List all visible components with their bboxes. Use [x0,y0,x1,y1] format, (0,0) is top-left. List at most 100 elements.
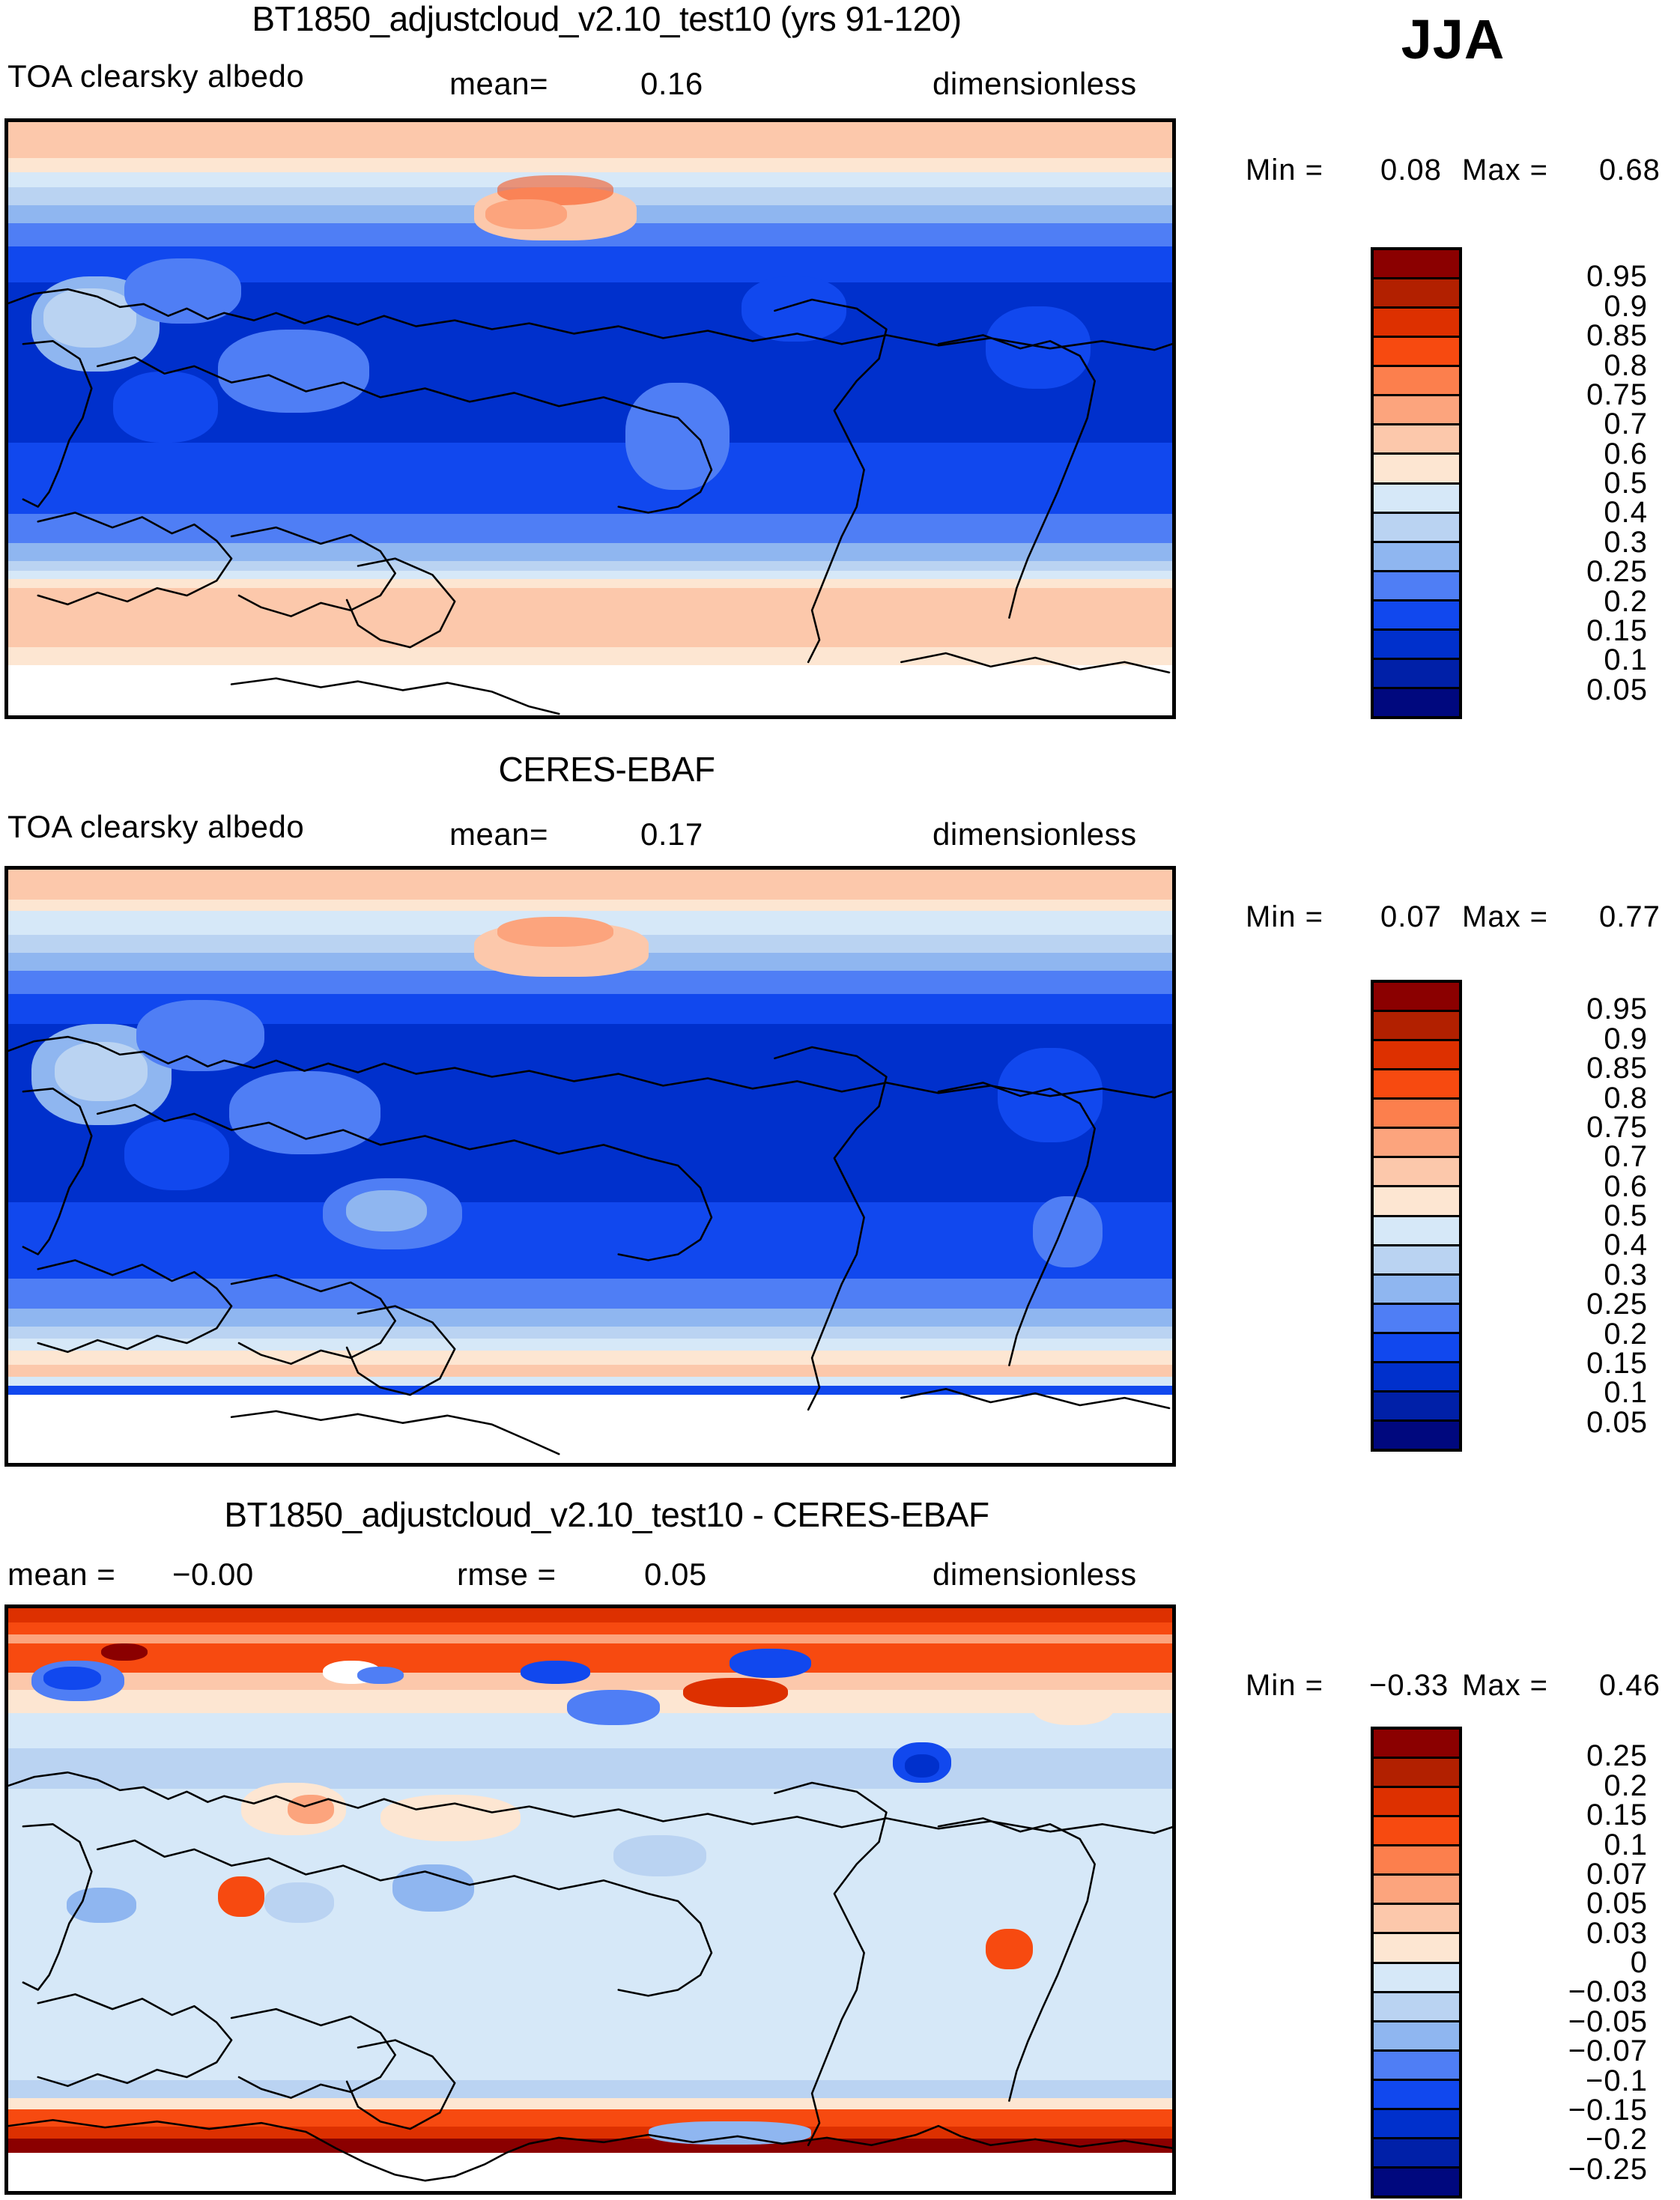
panel-3-units: dimensionless [933,1557,1137,1592]
panel-3-stat2-label: rmse = [457,1557,557,1592]
panel-2-max-label: Max = [1462,900,1549,933]
colorbar-tick-label: 0.3 [1604,1258,1648,1291]
panel-2-max-value: 0.77 [1599,900,1661,933]
colorbar-cell [1374,309,1459,339]
colorbar-tick-label: −0.15 [1568,2093,1648,2127]
map-panel-difference[interactable] [4,1604,1176,2195]
panel-3-min-value: −0.33 [1369,1669,1449,1702]
coastline-overlay-model [8,288,1172,715]
colorbar-tick-label: 0.9 [1604,289,1648,323]
colorbar-cell [1374,659,1459,689]
panel-3-min-label: Min = [1246,1669,1323,1702]
colorbar-tick-label: 0 [1630,1946,1648,1979]
map-panel-obs[interactable] [4,866,1176,1467]
colorbar-tick-label: 0.15 [1586,1346,1648,1380]
colorbar-tick-label: 0.5 [1604,1199,1648,1232]
colorbar-cell [1374,367,1459,397]
colorbar-tick-label: 0.25 [1586,555,1648,589]
colorbar-cell [1374,983,1459,1013]
colorbar-cell [1374,455,1459,485]
colorbar-tick-label: 0.6 [1604,1169,1648,1203]
coastline-overlay-difference [8,1771,1172,2182]
panel-3-max-label: Max = [1462,1669,1549,1702]
panel-1-variable: TOA clearsky albedo [7,58,305,94]
colorbar-cell [1374,513,1459,543]
colorbar-tick-label: 0.85 [1586,319,1648,353]
colorbar-cell [1374,2139,1459,2169]
colorbar-cell [1374,396,1459,426]
colorbar-cell [1374,1993,1459,2022]
colorbar-strip-difference [1371,1727,1462,2199]
colorbar-strip-obs [1371,980,1462,1452]
panel-3-stat-label: mean = [7,1557,116,1592]
panel-2-stat-label: mean= [449,816,549,852]
colorbar-tick-label: 0.4 [1604,496,1648,530]
colorbar-cell [1374,2168,1459,2196]
colorbar-strip-model [1371,247,1462,719]
colorbar-tick-label: 0.7 [1604,1140,1648,1174]
panel-2-min-value: 0.07 [1380,900,1442,933]
panel-3-stat2-value: 0.05 [644,1557,707,1592]
colorbar-cell [1374,1730,1459,1760]
colorbar-tick-label: 0.2 [1604,1769,1648,1802]
colorbar-tick-label: 0.07 [1586,1857,1648,1891]
panel-1-title: BT1850_adjustcloud_v2.10_test10 (yrs 91-… [252,0,962,38]
panel-3-stat-value: −0.00 [172,1557,254,1592]
colorbar-tick-label: 0.1 [1604,643,1648,677]
colorbar-cell [1374,279,1459,309]
colorbar-tick-label: 0.3 [1604,525,1648,559]
map-raster-obs [8,870,1172,1463]
panel-2-title: CERES-EBAF [498,750,715,789]
colorbar-cell [1374,1963,1459,1993]
colorbar-tick-label: 0.5 [1604,467,1648,500]
colorbar-cell [1374,1421,1459,1449]
colorbar-cell [1374,1333,1459,1363]
colorbar-cell [1374,1876,1459,1906]
colorbar-tick-label: 0.95 [1586,260,1648,294]
colorbar-cell [1374,2080,1459,2110]
colorbar-tick-label: 0.8 [1604,1081,1648,1115]
colorbar-tick-label: 0.85 [1586,1052,1648,1085]
panel-1-max-value: 0.68 [1599,154,1661,187]
colorbar-tick-label: −0.05 [1568,2004,1648,2038]
colorbar-tick-label: 0.05 [1586,673,1648,706]
colorbar-cell [1374,1817,1459,1847]
colorbar-cell [1374,1216,1459,1246]
coastline-overlay-obs [8,1035,1172,1455]
colorbar-cell [1374,1934,1459,1964]
colorbar-tick-label: 0.1 [1604,1376,1648,1410]
colorbar-obs: 0.95 0.9 0.85 0.8 0.75 0.7 0.6 0.5 0.4 0.3 0.25 0.2… [1371,980,1663,1452]
panel-3-title: BT1850_adjustcloud_v2.10_test10 - CERES-… [224,1495,989,1534]
colorbar-cell [1374,1363,1459,1393]
colorbar-tick-label: 0.25 [1586,1739,1648,1773]
colorbar-cell [1374,1246,1459,1276]
map-raster-model [8,122,1172,715]
colorbar-tick-label: −0.1 [1586,2064,1648,2097]
colorbar-cell [1374,250,1459,280]
colorbar-cell [1374,1129,1459,1159]
panel-2-variable: TOA clearsky albedo [7,809,305,844]
panel-1-units: dimensionless [933,66,1137,101]
panel-2-min-label: Min = [1246,900,1323,933]
colorbar-cell [1374,1846,1459,1876]
colorbar-cell [1374,1905,1459,1935]
colorbar-tick-label: 0.15 [1586,1799,1648,1832]
colorbar-tick-label: 0.03 [1586,1916,1648,1950]
panel-1-stat-label: mean= [449,66,549,101]
colorbar-tick-label: 0.9 [1604,1022,1648,1055]
colorbar-cell [1374,2022,1459,2052]
colorbar-tick-label: −0.07 [1568,2034,1648,2068]
colorbar-cell [1374,630,1459,660]
colorbar-cell [1374,2051,1459,2081]
map-panel-model[interactable] [4,118,1176,719]
colorbar-tick-label: 0.2 [1604,1317,1648,1351]
season-label: JJA [1401,8,1505,70]
colorbar-difference: 0.25 0.2 0.15 0.1 0.07 0.05 0.03 0 −0.03 −0.05 −0.… [1371,1727,1663,2199]
colorbar-cell [1374,572,1459,601]
panel-1-max-label: Max = [1462,154,1549,187]
colorbar-cell [1374,1304,1459,1334]
panel-2-stat-value: 0.17 [640,816,703,852]
colorbar-cell [1374,2109,1459,2139]
colorbar-cell [1374,1012,1459,1042]
colorbar-tick-label: 0.75 [1586,378,1648,411]
